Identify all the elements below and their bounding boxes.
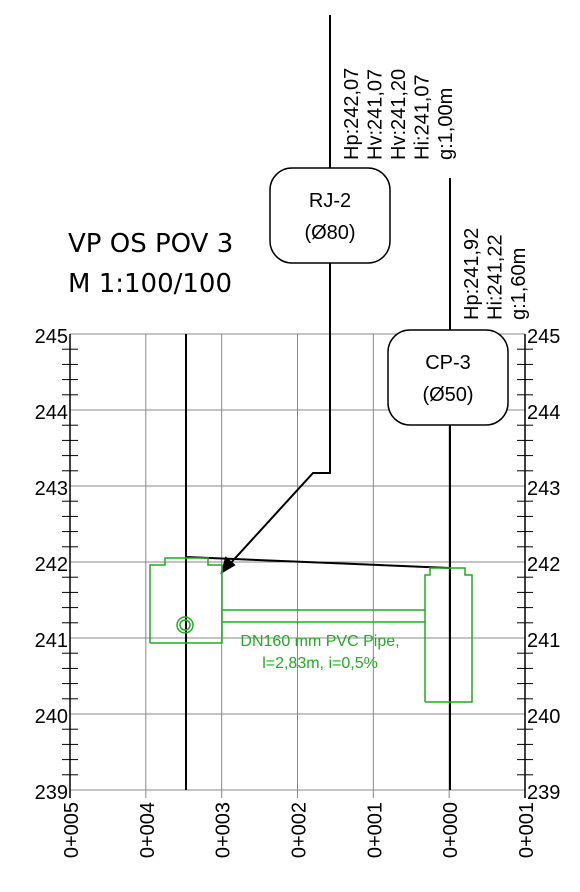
elevation-label: 245 [527, 326, 560, 348]
elevation-label: 242 [527, 554, 560, 576]
rj-name: RJ-2 [309, 190, 351, 212]
rj-level: g:1,00m [435, 88, 457, 160]
elevation-label: 243 [35, 478, 68, 500]
station-label: 0+001 [516, 802, 538, 858]
rj-diameter: (Ø80) [304, 222, 355, 244]
elevation-label: 240 [35, 706, 68, 728]
elevation-label: 242 [35, 554, 68, 576]
station-label: 0+000 [440, 802, 462, 858]
shaft-outline [424, 567, 473, 703]
pipe-circle [176, 616, 194, 634]
pipe-label: DN160 mm PVC Pipe, [240, 633, 399, 650]
station-label: 0+002 [289, 802, 311, 858]
elevation-label: 241 [35, 630, 68, 652]
station-label: 0+005 [61, 802, 83, 858]
cp-box [387, 329, 509, 426]
elevation-label: 239 [35, 782, 68, 804]
cp-level: Hp:241,92 [461, 228, 483, 320]
elevation-label: 245 [35, 326, 68, 348]
cp-name: CP-3 [425, 352, 471, 374]
rj-level: Hv:241,20 [388, 69, 410, 160]
pipe-circle [179, 619, 191, 631]
arrow-head [220, 556, 236, 575]
station-label: 0+004 [137, 802, 159, 858]
manhole-outline [149, 557, 223, 644]
cp-level: g:1,60m [508, 248, 530, 320]
elevation-label: 244 [35, 402, 68, 424]
rj-level: Hp:242,07 [341, 68, 363, 160]
cp-diameter: (Ø50) [422, 384, 473, 406]
rj-level: Hi:241,07 [412, 74, 434, 160]
elevation-label: 240 [527, 706, 560, 728]
station-label: 0+003 [213, 802, 235, 858]
leader-line [227, 15, 331, 567]
drawing-title: VP OS POV 3 [68, 229, 233, 259]
elevation-label: 243 [527, 478, 560, 500]
drawing-scale: M 1:100/100 [68, 269, 232, 299]
pipe-drawing [149, 557, 473, 703]
station-label: 0+001 [364, 802, 386, 858]
rj-level: Hv:241,07 [365, 69, 387, 160]
elevation-label: 241 [527, 630, 560, 652]
pipe-label: l=2,83m, i=0,5% [262, 655, 378, 672]
rj-box [269, 167, 391, 264]
cp-level: Hi:241,22 [485, 234, 507, 320]
elevation-label: 239 [527, 782, 560, 804]
elevation-label: 244 [527, 402, 560, 424]
terrain-line [185, 556, 451, 569]
